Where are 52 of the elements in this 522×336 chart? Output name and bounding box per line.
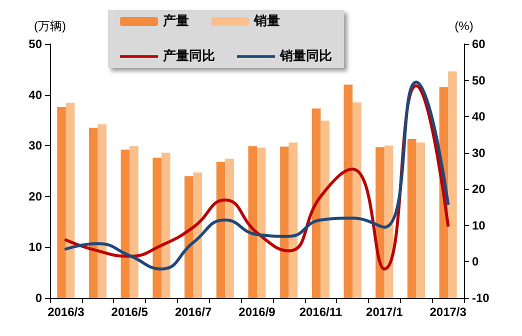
x-tick-label: 2017/3 <box>430 305 467 319</box>
y2-tick-label: 50 <box>472 73 486 88</box>
y-axis-title: (万辆) <box>34 19 66 33</box>
x-tick-label: 2016/9 <box>238 305 276 319</box>
x-tick-label: 2016/7 <box>174 305 212 319</box>
x-tick-label: 2016/3 <box>48 305 85 319</box>
bar <box>98 124 107 298</box>
legend-label: 产量 <box>162 13 189 29</box>
bar <box>216 162 226 298</box>
bar <box>257 148 266 298</box>
bar <box>448 71 457 298</box>
y-tick-label: 10 <box>28 240 42 254</box>
bar <box>248 146 257 298</box>
bar <box>193 172 202 298</box>
y-tick-label: 30 <box>28 138 42 153</box>
bar <box>288 142 298 298</box>
bar <box>89 128 98 298</box>
bar <box>416 142 425 298</box>
y-tick-label: 20 <box>28 189 42 204</box>
bar <box>66 102 75 298</box>
bar <box>120 150 130 298</box>
x-tick-label: 2016/11 <box>299 305 342 319</box>
bar <box>320 120 330 298</box>
y2-tick-label: 30 <box>472 146 486 160</box>
x-tick-label: 2017/1 <box>366 305 404 319</box>
legend-label: 产量同比 <box>162 48 215 64</box>
bar <box>384 146 394 298</box>
bar <box>352 102 362 298</box>
y2-tick-label: 0 <box>472 254 479 269</box>
y-tick-label: 40 <box>28 88 42 102</box>
bar <box>184 176 194 298</box>
legend-label: 销量 <box>253 14 280 29</box>
y2-tick-label: -10 <box>472 291 490 305</box>
bar <box>376 147 384 298</box>
bar <box>312 108 321 298</box>
y2-tick-label: 20 <box>472 182 486 196</box>
y-tick-label: 50 <box>28 37 42 51</box>
y2-axis-title: (%) <box>454 19 474 33</box>
bar <box>130 146 138 298</box>
bar <box>407 138 416 298</box>
bar <box>152 158 162 298</box>
bar <box>280 146 289 298</box>
y2-tick-label: 10 <box>472 218 486 232</box>
y2-tick-label: 60 <box>472 37 486 51</box>
y-tick-label: 0 <box>35 291 42 305</box>
bar <box>225 158 234 298</box>
x-tick-label: 2016/5 <box>111 305 148 319</box>
legend-label: 销量同比 <box>279 49 332 64</box>
bar <box>344 84 353 298</box>
y2-tick-label: 40 <box>472 110 486 124</box>
bar <box>57 106 66 298</box>
bar <box>161 152 170 298</box>
